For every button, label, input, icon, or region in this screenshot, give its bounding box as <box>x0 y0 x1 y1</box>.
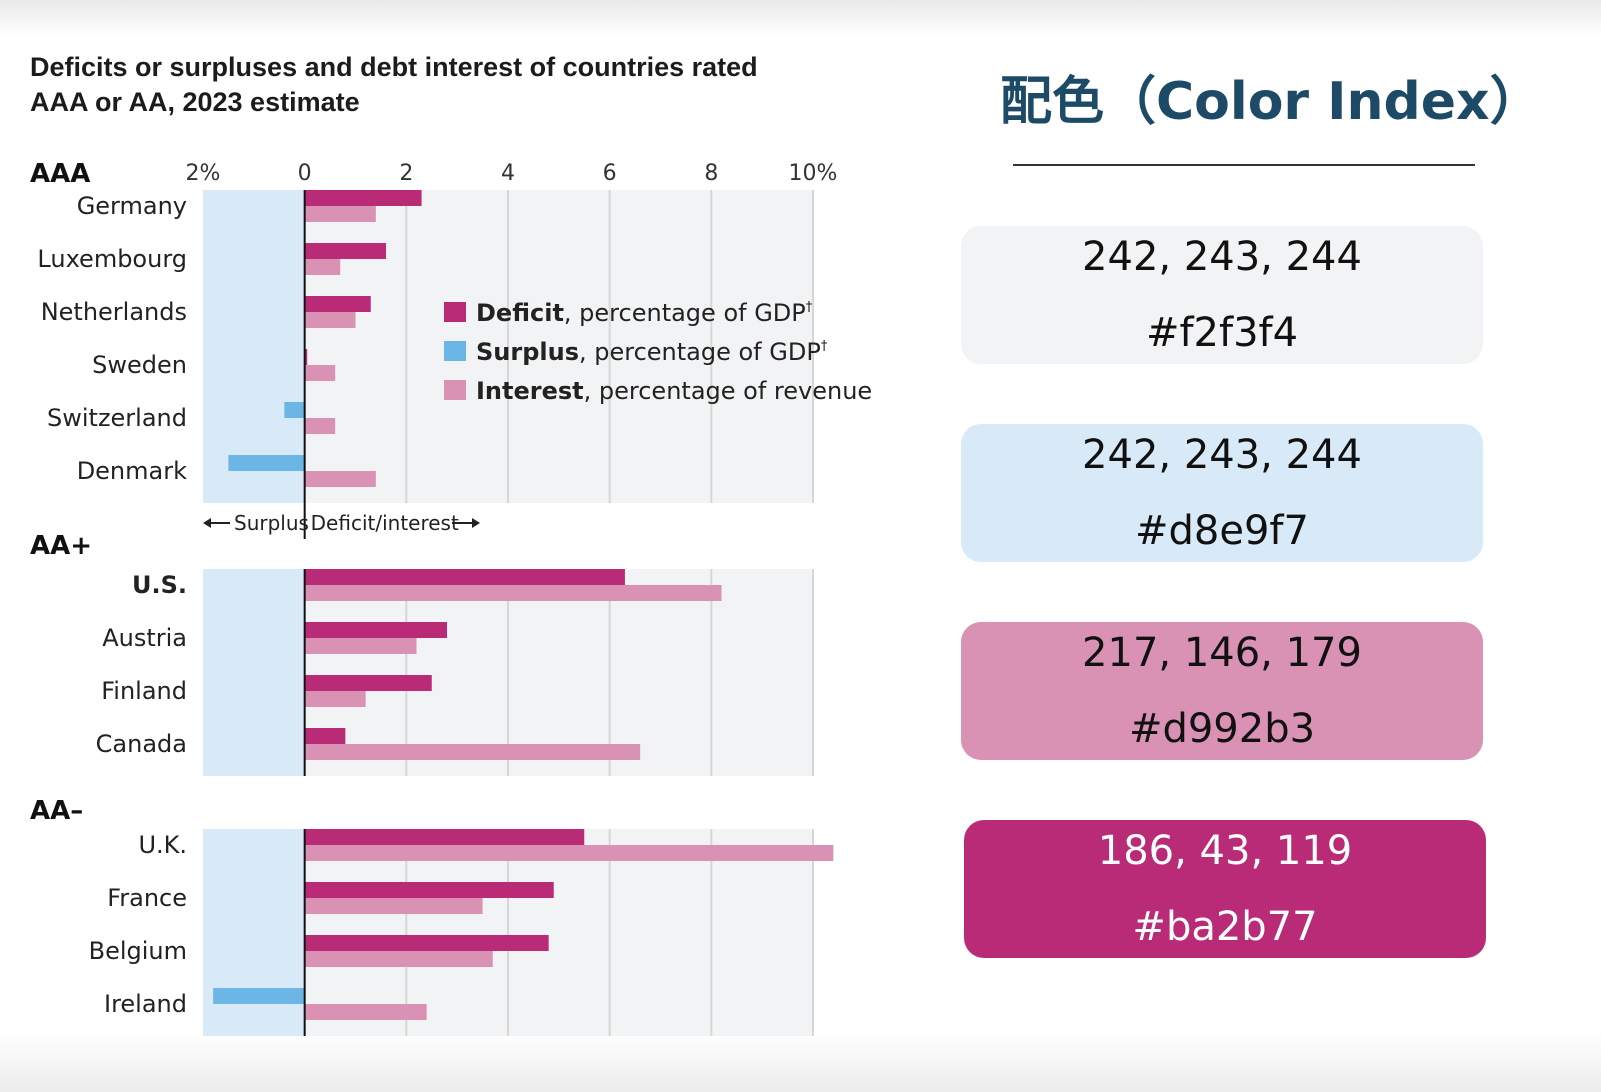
interest-bar <box>304 259 341 275</box>
right-arrowhead-icon <box>472 518 480 528</box>
legend-item-interest: Interest, percentage of revenue <box>476 377 872 405</box>
deficit-zone <box>304 190 813 503</box>
legend-swatch-deficit <box>444 302 466 322</box>
bottom-shading <box>0 1032 1601 1092</box>
deficit-zone <box>304 829 813 1036</box>
surplus-axis-note: Surplus <box>234 511 309 535</box>
swatch-hex: #d992b3 <box>1128 706 1316 752</box>
x-tick-label: 0 <box>298 161 312 186</box>
x-tick-label: 10% <box>789 161 838 186</box>
deficit-bar <box>304 349 308 365</box>
interest-bar <box>304 418 336 434</box>
x-tick-label: 8 <box>704 161 718 186</box>
interest-bar <box>304 471 376 487</box>
interest-bar <box>304 1004 427 1020</box>
x-tick-label: 6 <box>603 161 617 186</box>
swatch-rgb: 217, 146, 179 <box>1082 630 1362 676</box>
rating-group-label: AAA <box>30 159 90 189</box>
x-tick-label: 2 <box>399 161 413 186</box>
left-arrowhead-icon <box>203 518 211 528</box>
chart-title: Deficits or surpluses and debt interest … <box>30 52 758 117</box>
interest-bar <box>304 845 834 861</box>
deficit-bar <box>304 829 585 845</box>
surplus-bar <box>213 988 305 1004</box>
legend-swatch-interest <box>444 380 466 400</box>
color-index-title: 配色（Color Index） <box>1000 72 1542 132</box>
interest-bar <box>304 898 483 914</box>
title-divider <box>1013 164 1475 166</box>
surplus-bar <box>228 455 305 471</box>
legend-item-surplus: Surplus, percentage of GDP† <box>476 338 828 366</box>
swatch-rgb: 186, 43, 119 <box>1097 828 1353 874</box>
interest-bar <box>304 744 641 760</box>
surplus-bar <box>284 402 305 418</box>
country-label: France <box>107 884 187 912</box>
color-swatch-light-blue: 242, 243, 244 #d8e9f7 <box>961 424 1483 562</box>
surplus-zone <box>203 829 305 1036</box>
top-shading <box>0 0 1601 36</box>
country-label: Germany <box>77 192 187 220</box>
deficit-bar <box>304 622 447 638</box>
country-label: Denmark <box>77 457 187 485</box>
x-tick-label: 2% <box>186 161 221 186</box>
surplus-zone <box>203 190 305 503</box>
swatch-hex: #d8e9f7 <box>1135 508 1309 554</box>
country-label: U.S. <box>132 571 187 599</box>
interest-bar <box>304 638 417 654</box>
deficit-bar <box>304 728 346 744</box>
country-label: Belgium <box>89 937 187 965</box>
deficit-bar <box>304 243 386 259</box>
color-swatch-light-gray: 242, 243, 244 #f2f3f4 <box>961 226 1483 364</box>
interest-bar <box>304 312 356 328</box>
color-swatch-magenta: 186, 43, 119 #ba2b77 <box>964 820 1486 958</box>
rating-group-label: AA– <box>30 796 83 826</box>
country-label: Sweden <box>92 351 187 379</box>
country-label: U.K. <box>138 831 187 859</box>
surplus-zone <box>203 569 305 776</box>
deficit-axis-note: Deficit/interest <box>311 511 459 535</box>
country-label: Switzerland <box>47 404 187 432</box>
interest-bar <box>304 585 722 601</box>
country-label: Netherlands <box>41 298 187 326</box>
country-label: Finland <box>101 677 187 705</box>
swatch-rgb: 242, 243, 244 <box>1082 432 1362 478</box>
interest-bar <box>304 206 376 222</box>
swatch-rgb: 242, 243, 244 <box>1082 234 1362 280</box>
deficit-bar <box>304 935 549 951</box>
deficit-bar <box>304 569 625 585</box>
deficit-bar <box>304 190 422 206</box>
rating-group-label: AA+ <box>30 531 92 561</box>
swatch-hex: #ba2b77 <box>1132 904 1318 950</box>
deficit-bar <box>304 882 554 898</box>
x-tick-label: 4 <box>501 161 515 186</box>
legend-item-deficit: Deficit, percentage of GDP† <box>476 299 813 327</box>
interest-bar <box>304 691 366 707</box>
deficit-bar <box>304 675 432 691</box>
bar-chart: 2% 0 2 4 6 8 10% AAA Germany Luxembourg Netherland… <box>30 159 872 1036</box>
legend-swatch-surplus <box>444 341 466 361</box>
color-swatch-pink: 217, 146, 179 #d992b3 <box>961 622 1483 760</box>
country-label: Ireland <box>104 990 187 1018</box>
deficit-bar <box>304 296 371 312</box>
swatch-hex: #f2f3f4 <box>1145 310 1299 356</box>
interest-bar <box>304 365 336 381</box>
deficit-zone <box>304 569 813 776</box>
country-label: Luxembourg <box>37 245 187 273</box>
country-label: Austria <box>102 624 187 652</box>
country-label: Canada <box>96 730 187 758</box>
interest-bar <box>304 951 493 967</box>
